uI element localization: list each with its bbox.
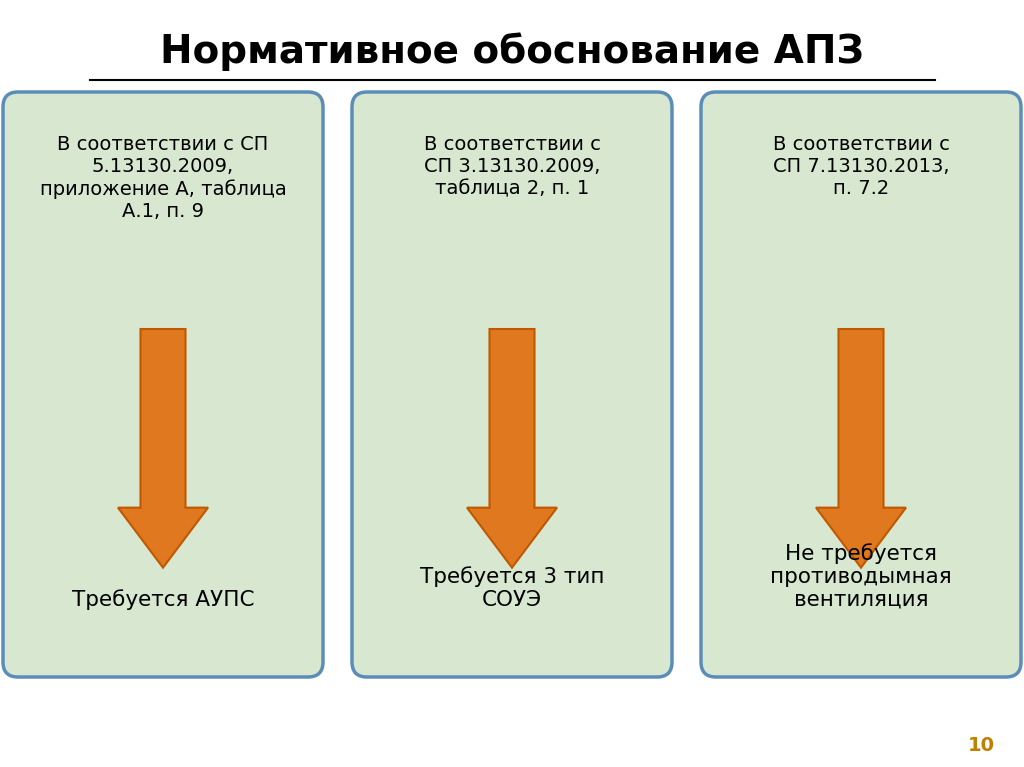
Text: Требуется АУПС: Требуется АУПС — [72, 589, 254, 610]
Text: 10: 10 — [968, 736, 995, 755]
Text: Не требуется
противодымная
вентиляция: Не требуется противодымная вентиляция — [770, 543, 952, 610]
FancyBboxPatch shape — [701, 92, 1021, 677]
FancyBboxPatch shape — [352, 92, 672, 677]
Polygon shape — [816, 329, 906, 568]
Text: В соответствии с
СП 3.13130.2009,
таблица 2, п. 1: В соответствии с СП 3.13130.2009, таблиц… — [424, 135, 600, 198]
Text: В соответствии с
СП 7.13130.2013,
п. 7.2: В соответствии с СП 7.13130.2013, п. 7.2 — [772, 135, 949, 198]
FancyBboxPatch shape — [3, 92, 323, 677]
Text: Требуется 3 тип
СОУЭ: Требуется 3 тип СОУЭ — [420, 566, 604, 610]
Polygon shape — [467, 329, 557, 568]
Text: В соответствии с СП
5.13130.2009,
приложение А, таблица
А.1, п. 9: В соответствии с СП 5.13130.2009, прилож… — [40, 135, 287, 221]
Polygon shape — [118, 329, 208, 568]
Text: Нормативное обоснование АПЗ: Нормативное обоснование АПЗ — [160, 33, 864, 71]
